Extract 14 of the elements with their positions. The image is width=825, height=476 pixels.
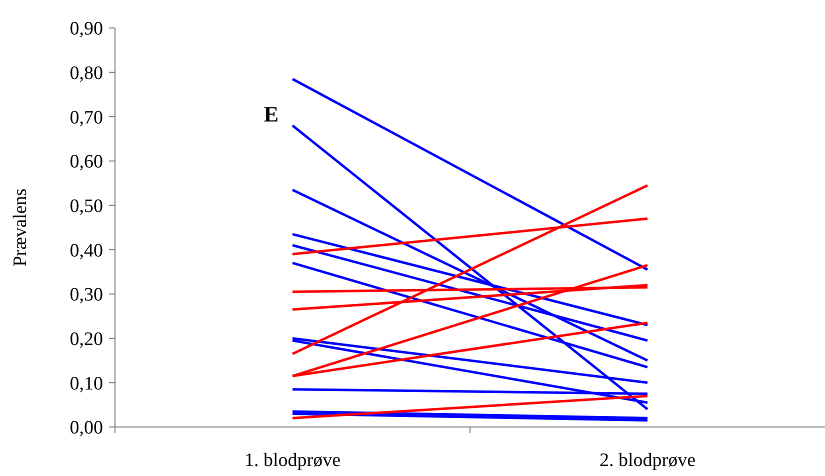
y-tick-label: 0,40: [70, 240, 103, 262]
annotation: E: [264, 102, 278, 127]
x-tick-label: 1. blodprøve: [244, 450, 341, 471]
y-tick-label: 0,90: [70, 18, 103, 40]
y-tick-label: 0,00: [70, 418, 103, 439]
y-tick-label: 0,10: [70, 373, 103, 394]
y-tick-label: 0,20: [70, 328, 103, 350]
y-axis-title: Prævalens: [10, 188, 31, 267]
y-tick-label: 0,80: [70, 62, 103, 84]
y-tick-label: 0,50: [70, 196, 103, 217]
y-tick-label: 0,60: [70, 152, 103, 173]
y-tick-label: 0,30: [70, 284, 103, 306]
x-tick-label: 2. blodprøve: [599, 450, 696, 471]
y-tick-label: 0,70: [70, 107, 103, 128]
